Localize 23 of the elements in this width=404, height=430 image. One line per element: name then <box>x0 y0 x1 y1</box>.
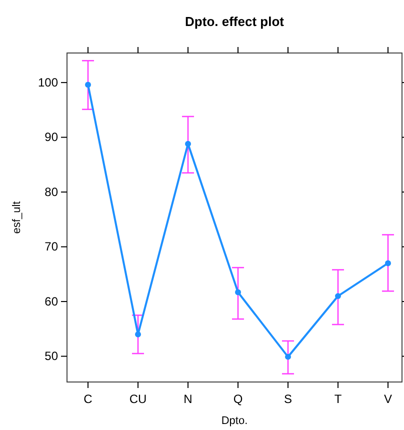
y-tick-label: 90 <box>44 130 58 144</box>
x-tick-label: CU <box>129 392 147 406</box>
point <box>135 331 141 338</box>
point <box>85 82 91 88</box>
y-tick-label: 100 <box>38 75 58 90</box>
point <box>385 260 391 266</box>
point <box>235 289 241 296</box>
y-tick-label: 80 <box>44 184 58 199</box>
x-tick-label: V <box>384 392 392 406</box>
y-tick-label: 50 <box>44 349 58 364</box>
x-axis-title: Dpto. <box>221 415 248 427</box>
chart-title: Dpto. effect plot <box>185 14 285 29</box>
y-tick-label: 60 <box>44 294 58 308</box>
point <box>335 293 341 300</box>
x-tick-label: Q <box>233 392 243 406</box>
x-tick-label: N <box>184 392 192 406</box>
point <box>185 140 191 147</box>
y-axis-title: esf_ult <box>11 201 23 234</box>
x-tick-label: S <box>284 392 292 406</box>
x-tick-label: C <box>84 392 93 406</box>
x-tick-label: T <box>334 392 342 406</box>
y-tick-label: 70 <box>44 240 58 254</box>
point <box>285 354 291 360</box>
